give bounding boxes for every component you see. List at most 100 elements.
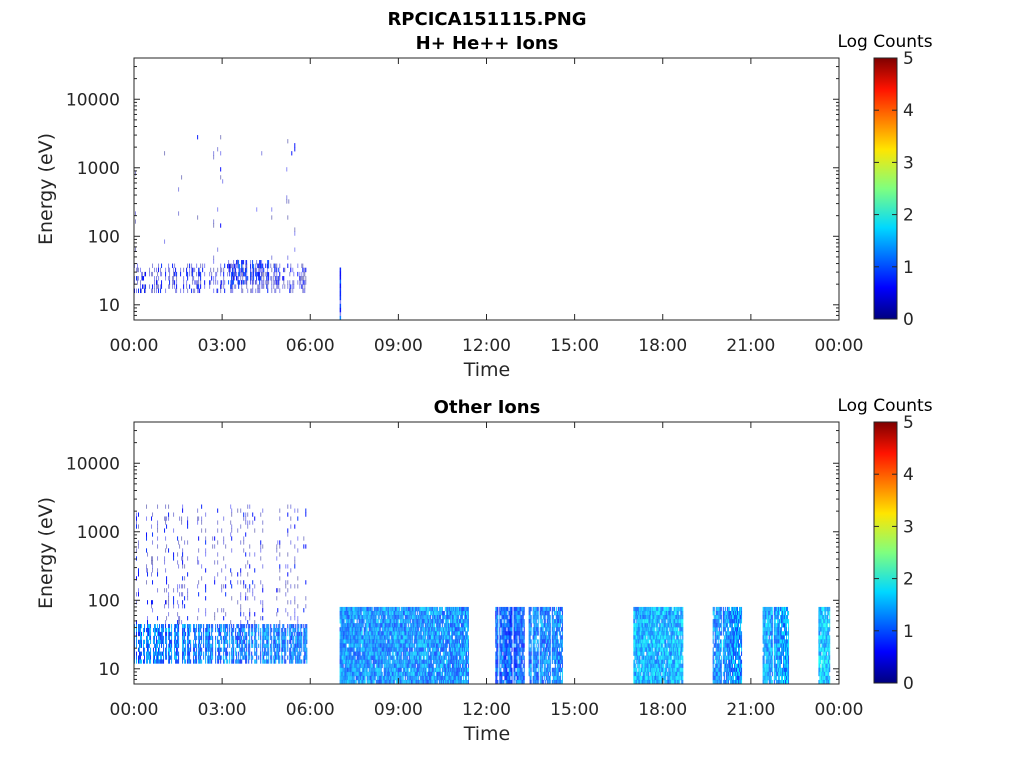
heatmap-cell xyxy=(453,655,455,660)
heatmap-cell xyxy=(437,643,439,648)
heatmap-cell xyxy=(174,647,176,652)
heatmap-cell xyxy=(205,512,207,517)
heatmap-cell xyxy=(339,610,341,616)
heatmap-cell xyxy=(305,639,307,645)
heatmap-cell xyxy=(398,663,400,669)
heatmap-cell xyxy=(351,663,353,669)
heatmap-cell xyxy=(404,635,406,640)
heatmap-cell xyxy=(463,615,465,620)
heatmap-cell xyxy=(349,667,351,673)
heatmap-cell xyxy=(426,647,428,652)
heatmap-cell xyxy=(266,639,268,645)
heatmap-cell xyxy=(387,643,389,648)
heatmap-cell xyxy=(395,606,397,612)
heatmap-cell xyxy=(242,639,244,645)
heatmap-cell xyxy=(495,671,497,677)
heatmap-cell xyxy=(200,280,202,285)
heatmap-cell xyxy=(382,631,384,636)
heatmap-cell xyxy=(170,639,172,645)
heatmap-cell xyxy=(375,635,377,640)
heatmap-cell xyxy=(184,540,186,545)
heatmap-cell xyxy=(174,651,176,656)
heatmap-cell xyxy=(518,667,520,673)
heatmap-cell xyxy=(348,631,350,636)
heatmap-cell xyxy=(427,659,429,665)
heatmap-cell xyxy=(226,659,228,664)
heatmap-cell xyxy=(277,540,279,545)
heatmap-cell xyxy=(297,647,299,652)
heatmap-cell xyxy=(521,631,523,636)
heatmap-cell xyxy=(386,663,388,669)
heatmap-cell xyxy=(397,610,399,616)
heatmap-cell xyxy=(391,610,393,616)
heatmap-cell xyxy=(448,651,450,656)
heatmap-cell xyxy=(293,643,295,648)
heatmap-cell xyxy=(396,655,398,660)
heatmap-cell xyxy=(350,606,352,612)
heatmap-cell xyxy=(243,624,245,629)
heatmap-cell xyxy=(279,643,281,648)
heatmap-cell xyxy=(362,639,364,644)
heatmap-cell xyxy=(344,627,346,632)
heatmap-cell xyxy=(385,667,387,673)
heatmap-cell xyxy=(339,667,341,673)
heatmap-cell xyxy=(387,663,389,669)
heatmap-cell xyxy=(210,647,212,652)
heatmap-cell xyxy=(401,675,403,681)
heatmap-cell xyxy=(151,600,153,605)
heatmap-cell xyxy=(267,643,269,648)
heatmap-cell xyxy=(184,627,186,633)
heatmap-cell xyxy=(301,647,303,652)
heatmap-cell xyxy=(441,623,443,628)
heatmap-cell xyxy=(152,608,154,613)
heatmap-cell xyxy=(250,272,252,277)
heatmap-cell xyxy=(271,659,273,664)
heatmap-cell xyxy=(243,516,245,521)
heatmap-cell xyxy=(136,520,137,525)
heatmap-cell xyxy=(260,643,262,648)
heatmap-cell xyxy=(259,280,261,285)
heatmap-cell xyxy=(383,663,385,669)
panel-title: H+ He++ Ions xyxy=(416,33,559,54)
heatmap-cell xyxy=(371,679,373,684)
heatmap-cell xyxy=(516,623,518,628)
heatmap-cell xyxy=(463,667,465,673)
heatmap-cell xyxy=(461,631,463,636)
heatmap-cell xyxy=(225,647,227,652)
heatmap-cell xyxy=(205,536,207,541)
heatmap-cell xyxy=(357,647,359,652)
heatmap-cell xyxy=(439,663,441,669)
heatmap-cell xyxy=(231,528,233,533)
heatmap-cell xyxy=(520,647,522,652)
heatmap-cell xyxy=(244,280,246,285)
heatmap-cell xyxy=(224,263,226,269)
heatmap-cell xyxy=(374,619,376,624)
heatmap-cell xyxy=(143,631,145,637)
heatmap-cell xyxy=(382,651,384,656)
heatmap-cell xyxy=(513,639,515,644)
heatmap-cell xyxy=(460,606,462,612)
heatmap-cell xyxy=(286,199,288,204)
heatmap-cell xyxy=(283,639,285,645)
heatmap-cell xyxy=(465,639,467,644)
heatmap-cell xyxy=(366,639,368,644)
heatmap-cell xyxy=(404,667,406,673)
heatmap-cell xyxy=(411,667,413,673)
heatmap-cell xyxy=(260,276,262,281)
heatmap-cell xyxy=(414,663,416,669)
heatmap-cell xyxy=(159,631,161,637)
heatmap-cell xyxy=(513,671,515,677)
heatmap-cell xyxy=(236,260,238,265)
heatmap-cell xyxy=(509,615,511,620)
heatmap-cell xyxy=(352,655,354,660)
heatmap-cell xyxy=(386,615,388,620)
heatmap-cell xyxy=(274,643,276,648)
heatmap-cell xyxy=(416,639,418,644)
heatmap-cell xyxy=(294,612,296,617)
heatmap-cell xyxy=(231,548,233,553)
heatmap-cell xyxy=(237,643,239,648)
heatmap-cell xyxy=(388,675,390,681)
heatmap-cell xyxy=(256,280,258,285)
heatmap-cell xyxy=(430,635,432,640)
